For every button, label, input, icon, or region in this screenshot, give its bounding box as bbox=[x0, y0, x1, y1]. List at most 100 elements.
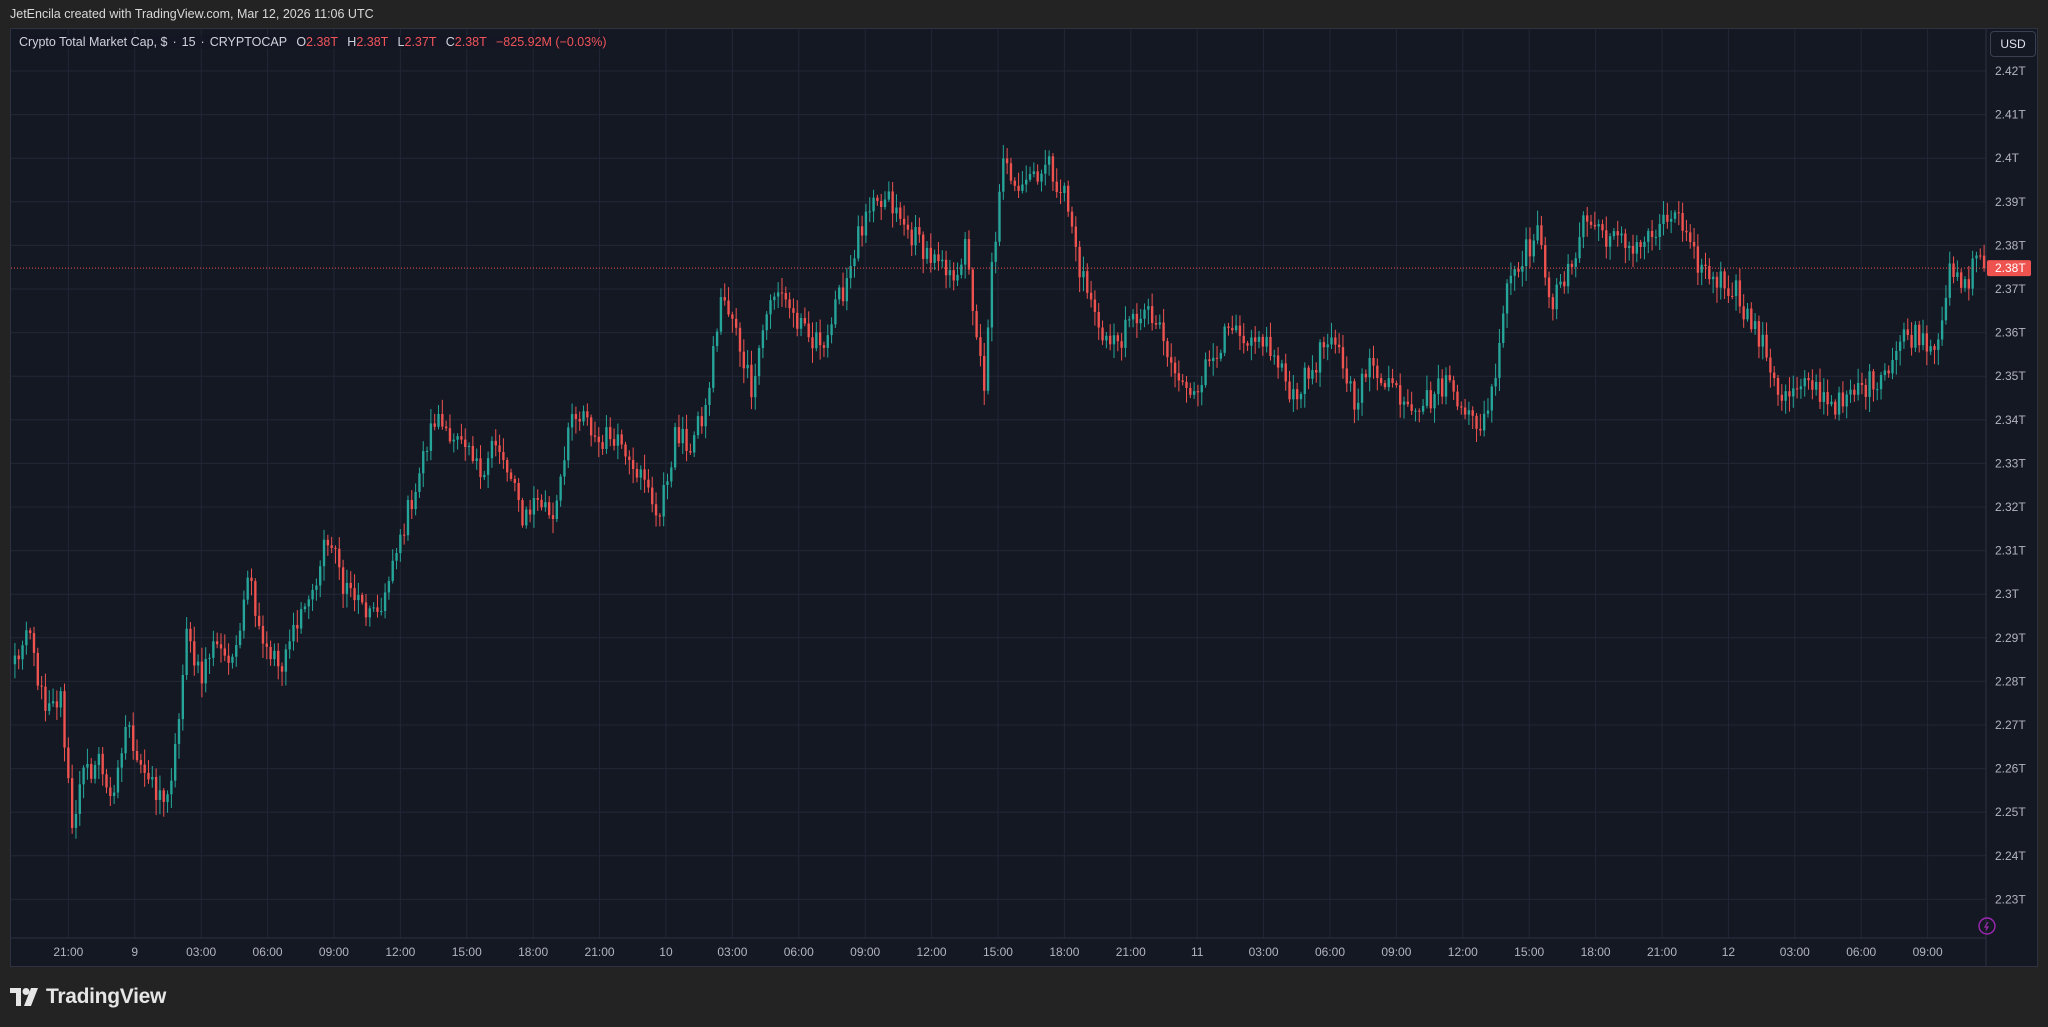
candle-body bbox=[1860, 382, 1864, 385]
candle-body bbox=[456, 436, 459, 440]
candle-body bbox=[1837, 392, 1841, 415]
candle-body bbox=[1960, 272, 1963, 288]
candle-body bbox=[609, 427, 612, 440]
candle-body bbox=[963, 239, 967, 265]
candle-body bbox=[1196, 391, 1200, 393]
attribution-text: JetEncila created with TradingView.com, … bbox=[10, 7, 374, 21]
candle-body bbox=[715, 331, 719, 347]
candle-body bbox=[532, 498, 536, 515]
candle-body bbox=[693, 435, 696, 453]
candle-body bbox=[673, 427, 677, 468]
candle-body bbox=[1521, 266, 1524, 272]
candle-body bbox=[1444, 375, 1448, 397]
candle-body bbox=[1337, 344, 1341, 348]
candle-body bbox=[528, 509, 532, 515]
candle-body bbox=[1769, 357, 1772, 373]
candle-body bbox=[1135, 313, 1139, 324]
candle-body bbox=[59, 691, 62, 708]
candle-body bbox=[780, 292, 784, 294]
candle-body bbox=[383, 592, 387, 612]
candle-body bbox=[414, 491, 417, 510]
candle-body bbox=[1616, 231, 1619, 236]
candle-body bbox=[1734, 280, 1738, 297]
price-tick-label: 2.27T bbox=[1995, 718, 2026, 732]
candle-body bbox=[1364, 373, 1368, 378]
candle-body bbox=[761, 330, 765, 349]
candle-body bbox=[1979, 255, 1982, 257]
candle-body bbox=[1402, 401, 1406, 405]
candle-body bbox=[1898, 341, 1902, 351]
candle-body bbox=[36, 652, 39, 686]
price-tick-label: 2.34T bbox=[1995, 413, 2026, 427]
candle-body bbox=[200, 661, 204, 684]
candle-body bbox=[193, 641, 196, 666]
candle-body bbox=[1910, 334, 1913, 348]
symbol-legend[interactable]: Crypto Total Market Cap, $ · 15 · CRYPTOCAP … bbox=[19, 35, 607, 49]
candle-body bbox=[490, 440, 494, 459]
candle-body bbox=[1406, 401, 1410, 405]
candle-body bbox=[708, 387, 711, 406]
candle-body bbox=[1773, 372, 1776, 379]
candle-body bbox=[1776, 378, 1780, 395]
candle-body bbox=[1429, 390, 1432, 409]
candle-body bbox=[1704, 264, 1707, 267]
candle-body bbox=[17, 655, 20, 660]
tradingview-branding[interactable]: TradingView bbox=[10, 982, 166, 1012]
candle-body bbox=[1551, 297, 1555, 310]
candle-body bbox=[1463, 407, 1467, 415]
candle-body bbox=[395, 553, 398, 561]
candle-body bbox=[700, 416, 704, 427]
low-label: L bbox=[397, 35, 405, 49]
candle-body bbox=[1212, 357, 1215, 362]
price-tick-label: 2.25T bbox=[1995, 805, 2026, 819]
candle-body bbox=[1925, 333, 1929, 352]
low-value: 2.37T bbox=[404, 35, 437, 49]
candle-body bbox=[82, 767, 85, 785]
candle-body bbox=[1120, 341, 1123, 348]
symbol-name[interactable]: Crypto Total Market Cap, $ bbox=[19, 35, 168, 49]
candle-body bbox=[1929, 346, 1932, 352]
candle-body bbox=[1421, 405, 1425, 412]
candle-body bbox=[918, 227, 921, 235]
candlestick-chart[interactable]: 2.42T 2.41T 2.4T 2.39T 2.38T 2.37T 2.36T 2.35T 2… bbox=[11, 29, 2038, 967]
candle-body bbox=[1681, 213, 1684, 231]
candle-body bbox=[1750, 308, 1753, 330]
candle-body bbox=[567, 427, 570, 461]
chart-pane[interactable]: 2.42T 2.41T 2.4T 2.39T 2.38T 2.37T 2.36T 2.35T 2… bbox=[10, 28, 2038, 967]
interval[interactable]: 15 bbox=[181, 35, 196, 49]
candle-body bbox=[1460, 406, 1463, 408]
candle-body bbox=[872, 197, 875, 212]
candle-body bbox=[486, 458, 490, 475]
close-value: 2.38T bbox=[454, 35, 487, 49]
candle-body bbox=[1028, 174, 1032, 180]
candle-body bbox=[1437, 378, 1440, 395]
candle-body bbox=[1631, 245, 1635, 254]
candle-body bbox=[1147, 306, 1150, 310]
candle-body bbox=[1715, 276, 1719, 288]
currency-button[interactable]: USD bbox=[1990, 31, 2036, 57]
candle-body bbox=[120, 753, 123, 768]
candle-body bbox=[341, 567, 345, 594]
candle-body bbox=[849, 266, 852, 279]
candle-body bbox=[757, 348, 761, 377]
candle-body bbox=[750, 364, 753, 398]
candle-body bbox=[1189, 387, 1192, 395]
candle-body bbox=[1608, 236, 1612, 247]
candle-body bbox=[544, 502, 547, 508]
candle-body bbox=[1357, 402, 1360, 410]
time-tick-label: 09:00 bbox=[1913, 945, 1943, 959]
candle-body bbox=[1288, 381, 1291, 400]
candle-body bbox=[1528, 239, 1532, 257]
candle-body bbox=[971, 269, 974, 312]
candle-body bbox=[1261, 336, 1265, 347]
candle-body bbox=[277, 650, 280, 667]
candle-body bbox=[1505, 283, 1509, 314]
time-axis: 21:00 9 03:00 06:00 09:00 12:00 15:00 18:00 21:0… bbox=[11, 937, 1986, 959]
candle-body bbox=[292, 624, 295, 642]
candle-body bbox=[685, 428, 688, 451]
candle-body bbox=[639, 469, 642, 478]
candle-body bbox=[1036, 171, 1039, 182]
candle-body bbox=[1383, 383, 1387, 388]
candle-body bbox=[1845, 394, 1848, 407]
candle-body bbox=[811, 337, 814, 349]
